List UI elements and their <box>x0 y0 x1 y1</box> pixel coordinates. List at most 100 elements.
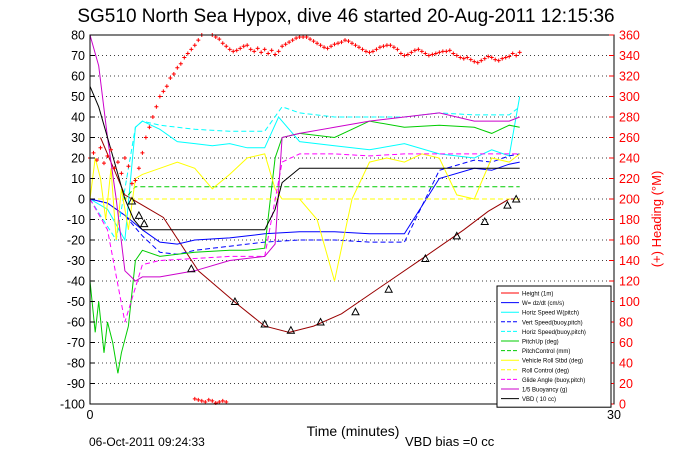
legend-label: 1/5 Buoyancy (g) <box>522 388 567 394</box>
footer-vbd-bias: VBD bias =0 cc <box>405 434 495 449</box>
heading-marker <box>322 45 327 50</box>
x-axis-label: Time (minutes) <box>307 423 400 439</box>
heading-marker <box>206 397 211 402</box>
heading-marker <box>91 150 96 155</box>
heading-marker <box>192 43 197 48</box>
series-height-1m <box>100 137 520 333</box>
y-tick-label: 30 <box>71 131 85 145</box>
heading-marker <box>217 399 222 404</box>
heading-marker <box>210 398 215 403</box>
heading-marker <box>465 55 470 60</box>
y2-tick-label: 320 <box>619 70 640 84</box>
y2-tick-label: 60 <box>619 336 633 350</box>
heading-marker <box>388 43 393 48</box>
heading-marker <box>196 38 201 43</box>
heading-marker <box>416 47 421 52</box>
y-tick-label: -50 <box>67 295 85 309</box>
heading-marker <box>461 56 466 61</box>
heading-marker <box>129 181 134 186</box>
heading-marker <box>143 135 148 140</box>
heading-marker <box>510 51 515 56</box>
heading-marker <box>94 158 99 163</box>
heading-marker <box>122 156 127 160</box>
heading-marker <box>213 35 218 40</box>
heading-marker <box>297 35 302 40</box>
heading-marker <box>241 44 246 49</box>
heading-marker <box>343 38 348 43</box>
heading-marker <box>482 56 487 61</box>
depth-triangles-layer <box>127 194 521 334</box>
y2-tick-label: 180 <box>619 213 640 227</box>
heading-marker <box>437 50 442 55</box>
y-tick-label: 70 <box>71 49 85 63</box>
heading-marker <box>384 43 389 48</box>
heading-marker <box>290 38 295 43</box>
y-tick-label: -60 <box>67 316 85 330</box>
heading-marker <box>203 399 208 404</box>
heading-marker <box>126 164 131 169</box>
heading-marker <box>304 35 309 40</box>
heading-marker <box>255 46 260 51</box>
heading-marker <box>489 55 494 60</box>
legend-label: Roll Control (deg) <box>522 368 569 374</box>
y2-tick-label: 40 <box>619 357 633 371</box>
legend-label: PitchUp (deg) <box>522 340 559 346</box>
y-tick-label: 20 <box>71 152 85 166</box>
y-tick-label: 10 <box>71 172 85 186</box>
heading-marker <box>199 398 204 403</box>
heading-marker <box>220 41 225 46</box>
depth-triangle <box>260 319 270 328</box>
heading-marker <box>178 61 183 66</box>
heading-marker <box>517 50 522 55</box>
depth-triangle <box>139 219 149 228</box>
heading-marker <box>248 47 253 52</box>
heading-marker <box>259 50 264 55</box>
series-horiz-speed-w-pitch <box>89 96 521 242</box>
heading-marker <box>220 398 225 403</box>
series-vert-speed-buoy-pitch <box>89 153 520 255</box>
y2-tick-label: 360 <box>619 29 640 43</box>
heading-marker <box>287 40 292 45</box>
y2-tick-label: 0 <box>619 398 626 412</box>
depth-triangle <box>384 284 394 293</box>
series-vehicle-roll-stbd-deg <box>89 153 521 282</box>
heading-marker <box>514 53 519 58</box>
heading-marker <box>98 145 103 150</box>
legend-label: PitchControl (mm) <box>522 349 570 355</box>
heading-marker <box>266 51 271 56</box>
y-tick-label: -70 <box>67 336 85 350</box>
series-1-5-buoyancy-g <box>89 34 520 282</box>
heading-marker <box>315 41 320 46</box>
legend-label: W= dz/dt (cm/s) <box>522 301 564 307</box>
heading-marker <box>329 44 334 49</box>
chart-title: SG510 North Sea Hypox, dive 46 started 2… <box>77 6 614 27</box>
heading-marker <box>458 55 463 60</box>
heading-marker <box>475 60 480 65</box>
depth-triangle <box>503 200 512 209</box>
heading-marker <box>472 59 477 64</box>
legend-label: Height (1m) <box>522 292 553 298</box>
y-tick-label: -40 <box>67 275 85 289</box>
y2-tick-label: 280 <box>619 111 640 125</box>
depth-triangle <box>127 196 137 205</box>
heading-marker <box>238 46 243 51</box>
heading-marker <box>217 37 222 42</box>
series-w-dz-dt-cm-s <box>89 161 520 245</box>
heading-marker <box>294 36 299 41</box>
legend-box <box>496 285 612 408</box>
heading-marker <box>196 397 201 402</box>
heading-marker <box>398 51 403 56</box>
y-tick-label: -10 <box>67 213 85 227</box>
y2-tick-label: 140 <box>619 254 640 268</box>
heading-marker <box>426 53 431 58</box>
depth-triangle <box>316 317 325 326</box>
heading-marker <box>496 58 501 63</box>
y2-tick-label: 200 <box>619 193 640 207</box>
y-tick-label: -30 <box>67 254 85 268</box>
heading-marker <box>447 48 452 53</box>
heading-marker <box>325 46 330 51</box>
depth-triangle <box>134 210 144 219</box>
depth-triangle <box>186 264 196 273</box>
heading-marker <box>402 53 407 58</box>
